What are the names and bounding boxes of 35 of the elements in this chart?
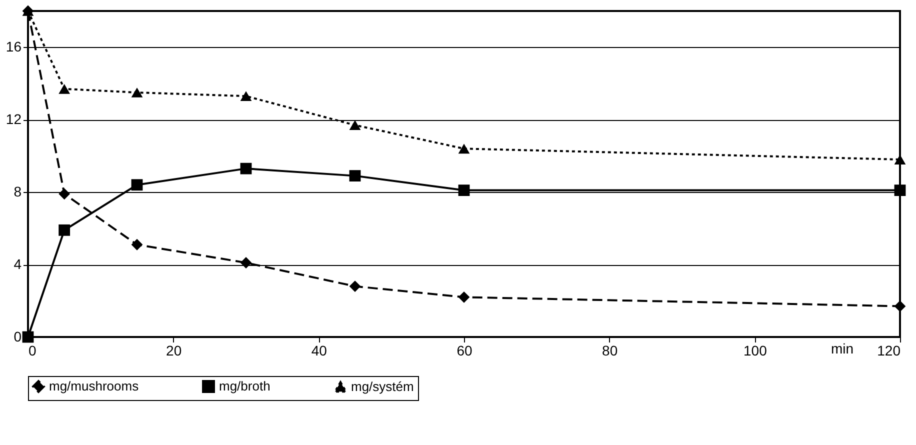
x-tick-label: 100	[743, 342, 768, 358]
point	[894, 184, 906, 196]
x-tick-label: 40	[311, 342, 328, 358]
y-tick-label: 0	[14, 328, 22, 344]
point	[131, 238, 143, 250]
x-tick-label: 0	[28, 342, 36, 358]
point	[240, 162, 252, 174]
y-tick-label: 4	[14, 256, 22, 272]
point	[131, 179, 143, 191]
point	[240, 257, 252, 268]
x-tick-label: 120	[877, 342, 901, 358]
point	[894, 300, 906, 312]
y-tick-label: 16	[6, 38, 22, 55]
x-tick-label: 20	[166, 342, 182, 358]
point	[349, 170, 361, 182]
point	[349, 280, 361, 292]
point	[22, 331, 34, 343]
legend-label: mg/mushrooms	[49, 378, 140, 394]
x-tick-label: 60	[456, 342, 472, 358]
y-tick-label: 12	[6, 111, 22, 128]
point	[458, 184, 470, 196]
x-axis-title: min	[830, 340, 854, 356]
point	[58, 84, 70, 94]
point	[240, 91, 252, 102]
point	[58, 224, 70, 236]
legend-label: mg/systém	[351, 378, 414, 394]
point	[349, 120, 361, 130]
point	[458, 144, 470, 154]
point	[894, 154, 906, 164]
legend-label: mg/broth	[219, 378, 270, 394]
point	[458, 291, 470, 303]
y-tick-label: 8	[14, 184, 22, 200]
point	[131, 88, 143, 98]
x-tick-label: 80	[602, 342, 618, 358]
point	[58, 188, 70, 200]
